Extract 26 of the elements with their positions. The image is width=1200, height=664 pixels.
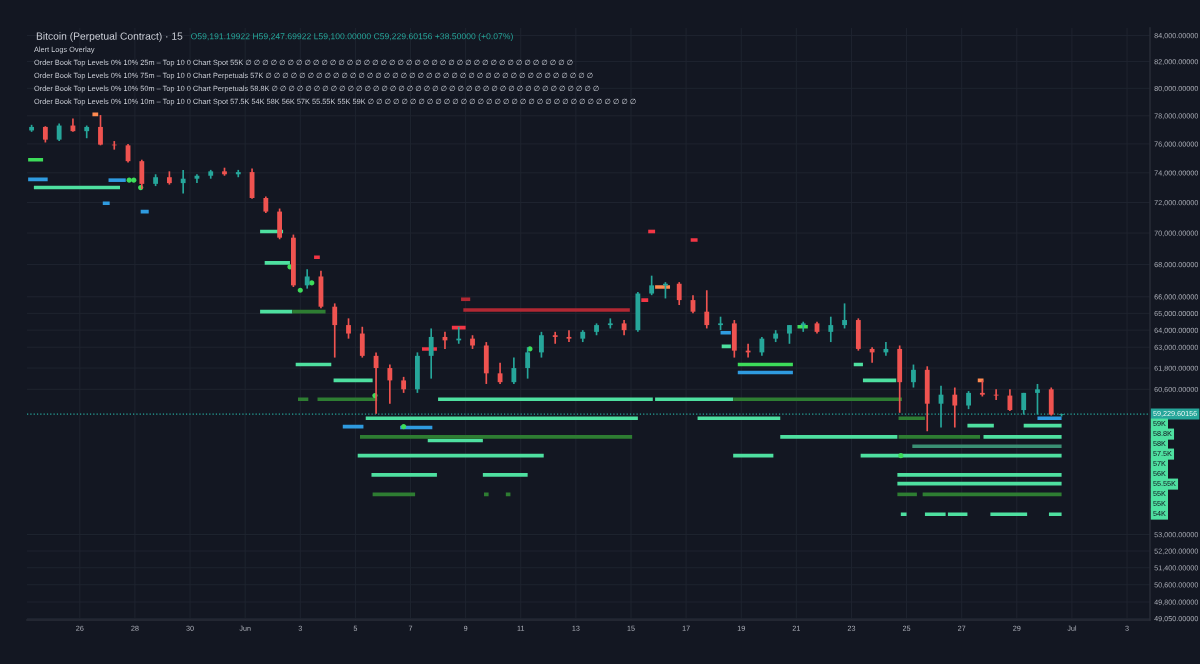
candlestick bbox=[704, 289, 710, 330]
candlestick bbox=[828, 315, 834, 343]
candlestick bbox=[552, 331, 558, 345]
candlestick bbox=[359, 325, 365, 359]
candlestick bbox=[787, 324, 792, 345]
candlestick bbox=[539, 331, 544, 359]
candlestick bbox=[842, 302, 847, 330]
candlestick bbox=[428, 327, 434, 380]
text: O59,191.19922 H59,247.69922 L59,100.00000 C59,229.60156 +38.50000 (+0.07%) bbox=[191, 32, 513, 42]
candlestick bbox=[649, 274, 655, 296]
candlestick bbox=[511, 356, 517, 385]
candlestick bbox=[98, 114, 103, 147]
candlestick bbox=[993, 388, 999, 401]
candlestick bbox=[800, 320, 806, 333]
candlestick bbox=[676, 281, 682, 306]
candlestick bbox=[759, 336, 765, 357]
candlestick bbox=[911, 363, 916, 389]
candlestick bbox=[952, 386, 958, 429]
candlestick bbox=[607, 317, 613, 330]
candlestick bbox=[966, 390, 971, 410]
candlestick bbox=[332, 302, 338, 359]
chart-title: Bitcoin (Perpetual Contract) · 15 bbox=[36, 32, 183, 42]
candlestick bbox=[387, 363, 393, 405]
candlestick bbox=[566, 329, 572, 343]
candlestick bbox=[180, 169, 186, 195]
candlestick bbox=[346, 317, 351, 340]
